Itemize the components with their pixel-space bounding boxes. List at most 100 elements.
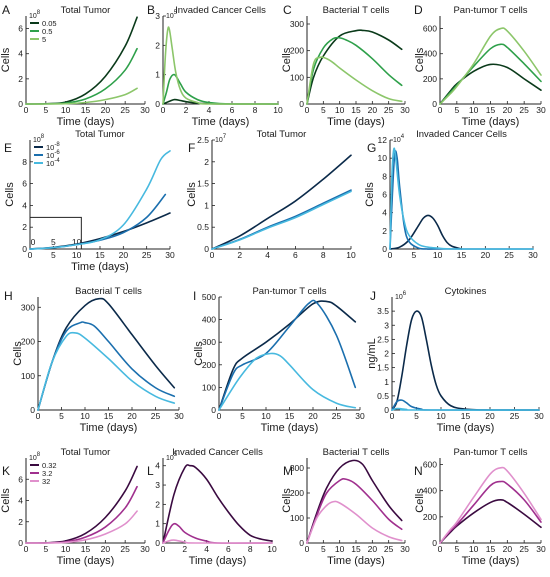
- x-tick-label: 10: [80, 411, 90, 421]
- series-line: [37, 297, 176, 411]
- series-line: [306, 29, 403, 105]
- y-tick-label: 0: [299, 538, 304, 548]
- x-tick-label: 10: [469, 544, 479, 554]
- y-tick-label: 2: [204, 157, 209, 167]
- panel-title: Total Tumor: [257, 129, 307, 140]
- x-tick-label: 5: [240, 411, 245, 421]
- x-tick-label: 20: [368, 105, 378, 115]
- legend-label: 0.05: [42, 19, 57, 28]
- series-line: [389, 150, 534, 250]
- x-tick-label: 25: [384, 544, 394, 554]
- panel-letter: A: [2, 3, 10, 17]
- y-tick-label: 1: [155, 70, 160, 80]
- panel-title: Bacterial T cells: [323, 447, 390, 458]
- y-tick-label: 0: [384, 405, 389, 415]
- y-axis-label: Cells: [0, 488, 12, 513]
- y-tick-label: 2: [155, 499, 160, 509]
- x-axis-label: Time (days): [57, 555, 115, 567]
- x-tick-label: 15: [81, 105, 91, 115]
- x-tick-label: 20: [485, 411, 495, 421]
- legend-label: 10-6: [46, 150, 60, 160]
- x-tick-label: 0: [438, 105, 443, 115]
- y-tick-label: 1: [204, 200, 209, 210]
- series-line: [389, 214, 463, 250]
- y-axis-label: Cells: [186, 182, 198, 207]
- legend-label: 3.2: [42, 469, 52, 478]
- x-tick-label: 30: [400, 544, 410, 554]
- y-tick-label: 400: [423, 49, 437, 59]
- x-tick-label: 30: [140, 544, 150, 554]
- y-tick-label: 4: [18, 49, 23, 59]
- panel-title: Pan-tumor T cells: [453, 447, 527, 458]
- x-tick-label: 10: [61, 544, 71, 554]
- x-tick-label: 5: [59, 411, 64, 421]
- x-tick-label: 10: [61, 105, 71, 115]
- x-axis-label: Time (days): [327, 116, 385, 128]
- x-tick-label: 25: [519, 544, 529, 554]
- series-line: [439, 63, 542, 105]
- y-tick-label: 400: [423, 486, 437, 496]
- panel-title: Pan-tumor T cells: [453, 5, 527, 16]
- panel-title: Total Tumor: [61, 5, 111, 16]
- series-line: [162, 464, 273, 544]
- x-tick-label: 15: [457, 250, 467, 260]
- panel-letter: L: [147, 464, 154, 478]
- axis-multiplier: 108: [29, 452, 41, 462]
- x-tick-label: 30: [536, 105, 546, 115]
- x-tick-label: 25: [120, 105, 130, 115]
- axis-multiplier: 105: [166, 452, 178, 462]
- panel-l: L Invaded Cancer Cells 0 2 4 6 8 10 0 1 2 3 4 105 Time…: [147, 447, 277, 567]
- x-tick-label: 20: [481, 250, 491, 260]
- panel-letter: J: [370, 289, 376, 303]
- x-tick-label: 10: [346, 250, 356, 260]
- x-tick-label: 25: [120, 544, 130, 554]
- x-tick-label: 25: [332, 411, 342, 421]
- x-tick-label: 6: [230, 105, 235, 115]
- y-tick-label: 3: [155, 480, 160, 490]
- y-tick-label: 4: [22, 200, 27, 210]
- x-tick-label: 15: [285, 411, 295, 421]
- x-tick-label: 20: [503, 544, 513, 554]
- x-axis-label: Time (days): [462, 116, 520, 128]
- x-tick-label: 20: [503, 105, 513, 115]
- y-axis-label: Cells: [0, 47, 12, 72]
- axis-multiplier: 107: [215, 134, 227, 144]
- y-tick-label: 2: [18, 74, 23, 84]
- x-tick-label: 5: [414, 411, 419, 421]
- x-tick-label: 6: [226, 544, 231, 554]
- series-line: [306, 500, 403, 544]
- y-tick-label: 3: [384, 320, 389, 330]
- panel-f: F Total Tumor 0 2 4 6 8 10 0 0.5 1 1.5 2 2.5 107 Cells: [186, 129, 356, 260]
- x-axis-label: Time (days): [57, 116, 115, 128]
- legend-label: 0.5: [42, 27, 52, 36]
- y-tick-label: 0: [299, 99, 304, 109]
- panel-b: B Invaded Cancer Cells 0 2 4 6 8 10 0 1 2 3 105 Time …: [147, 3, 283, 128]
- x-tick-label: 5: [454, 544, 459, 554]
- series-line: [439, 480, 542, 544]
- y-tick-label: 600: [423, 24, 437, 34]
- x-tick-label: 20: [127, 411, 137, 421]
- series-line: [439, 43, 542, 105]
- y-axis-label: Cells: [193, 341, 205, 366]
- y-tick-label: 0.5: [197, 222, 209, 232]
- y-tick-label: 2.5: [377, 334, 389, 344]
- panel-title: Total Tumor: [61, 447, 111, 458]
- series-line: [25, 485, 138, 544]
- y-tick-label: 1: [155, 519, 160, 529]
- legend-label: 5: [42, 35, 46, 44]
- zoom-box: [29, 216, 82, 250]
- x-tick-label: 25: [384, 105, 394, 115]
- y-tick-label: 0: [432, 538, 437, 548]
- x-tick-label: 0: [388, 250, 393, 260]
- x-axis-label: Time (days): [189, 555, 247, 567]
- x-tick-label: 10: [335, 105, 345, 115]
- zoom-x-tick-label: 5: [51, 237, 56, 247]
- series-line: [211, 190, 352, 250]
- x-tick-label: 5: [321, 105, 326, 115]
- y-tick-label: 300: [290, 19, 304, 29]
- x-tick-label: 30: [534, 411, 544, 421]
- y-tick-label: 6: [22, 179, 27, 189]
- x-tick-label: 0: [390, 411, 395, 421]
- series-line: [306, 56, 403, 105]
